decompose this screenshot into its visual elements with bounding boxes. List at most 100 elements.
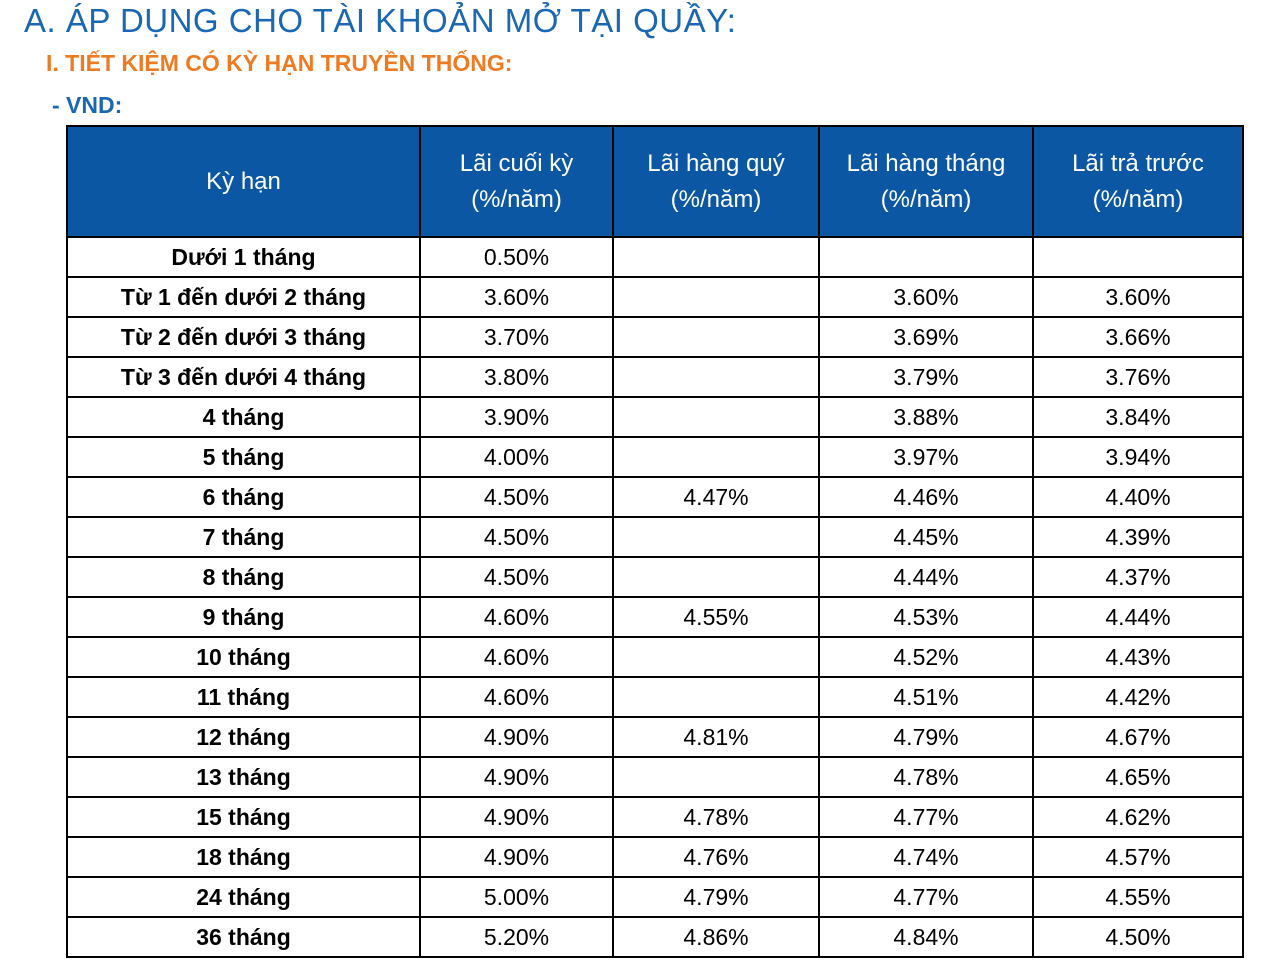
end-of-term-rate-cell: 5.00% (419, 876, 614, 918)
prepaid-rate-cell: 3.94% (1032, 436, 1244, 478)
prepaid-rate-cell: 4.40% (1032, 476, 1244, 518)
term-cell: Từ 3 đến dưới 4 tháng (66, 356, 421, 398)
table-row: 6 tháng 4.50% 4.47% 4.46% 4.40% (66, 476, 1244, 518)
header-monthly: Lãi hàng tháng (%/năm) (818, 125, 1034, 238)
prepaid-rate-cell: 4.65% (1032, 756, 1244, 798)
header-label: Lãi cuối kỳ (459, 149, 574, 177)
table-header-row: Kỳ hạn Lãi cuối kỳ (%/năm) Lãi hàng quý … (66, 125, 1244, 238)
table-row: Dưới 1 tháng 0.50% (66, 236, 1244, 278)
end-of-term-rate-cell: 4.50% (419, 556, 614, 598)
header-term-label: Kỳ hạn (206, 167, 281, 195)
table-row: 10 tháng 4.60% 4.52% 4.43% (66, 636, 1244, 678)
header-label: Lãi trả trước (1072, 149, 1204, 177)
quarterly-rate-cell (612, 436, 820, 478)
quarterly-rate-cell: 4.55% (612, 596, 820, 638)
end-of-term-rate-cell: 3.90% (419, 396, 614, 438)
table-row: 7 tháng 4.50% 4.45% 4.39% (66, 516, 1244, 558)
end-of-term-rate-cell: 4.90% (419, 836, 614, 878)
header-unit: (%/năm) (670, 185, 762, 213)
term-cell: 11 tháng (66, 676, 421, 718)
monthly-rate-cell: 3.97% (818, 436, 1034, 478)
monthly-rate-cell: 4.52% (818, 636, 1034, 678)
prepaid-rate-cell: 4.42% (1032, 676, 1244, 718)
section-heading: A. ÁP DỤNG CHO TÀI KHOẢN MỞ TẠI QUẦY: (24, 2, 737, 39)
quarterly-rate-cell (612, 676, 820, 718)
table-row: 11 tháng 4.60% 4.51% 4.42% (66, 676, 1244, 718)
quarterly-rate-cell: 4.76% (612, 836, 820, 878)
prepaid-rate-cell: 4.37% (1032, 556, 1244, 598)
monthly-rate-cell: 4.53% (818, 596, 1034, 638)
monthly-rate-cell (818, 236, 1034, 278)
table-row: 8 tháng 4.50% 4.44% 4.37% (66, 556, 1244, 598)
prepaid-rate-cell: 3.84% (1032, 396, 1244, 438)
prepaid-rate-cell: 4.57% (1032, 836, 1244, 878)
header-label: Lãi hàng quý (647, 149, 785, 177)
currency-label: - VND: (52, 92, 123, 118)
quarterly-rate-cell: 4.78% (612, 796, 820, 838)
end-of-term-rate-cell: 4.00% (419, 436, 614, 478)
quarterly-rate-cell: 4.47% (612, 476, 820, 518)
subsection-heading: I. TIẾT KIỆM CÓ KỲ HẠN TRUYỀN THỐNG: (46, 50, 513, 76)
monthly-rate-cell: 4.84% (818, 916, 1034, 958)
interest-rate-table: Kỳ hạn Lãi cuối kỳ (%/năm) Lãi hàng quý … (66, 125, 1244, 958)
term-cell: 10 tháng (66, 636, 421, 678)
end-of-term-rate-cell: 0.50% (419, 236, 614, 278)
monthly-rate-cell: 4.78% (818, 756, 1034, 798)
header-unit: (%/năm) (1092, 185, 1184, 213)
quarterly-rate-cell (612, 276, 820, 318)
monthly-rate-cell: 3.79% (818, 356, 1034, 398)
monthly-rate-cell: 4.46% (818, 476, 1034, 518)
term-cell: 18 tháng (66, 836, 421, 878)
table-row: Từ 3 đến dưới 4 tháng 3.80% 3.79% 3.76% (66, 356, 1244, 398)
monthly-rate-cell: 3.69% (818, 316, 1034, 358)
prepaid-rate-cell: 3.66% (1032, 316, 1244, 358)
table-row: 18 tháng 4.90% 4.76% 4.74% 4.57% (66, 836, 1244, 878)
monthly-rate-cell: 4.74% (818, 836, 1034, 878)
term-cell: 9 tháng (66, 596, 421, 638)
quarterly-rate-cell (612, 356, 820, 398)
monthly-rate-cell: 3.88% (818, 396, 1034, 438)
header-quarterly: Lãi hàng quý (%/năm) (612, 125, 820, 238)
prepaid-rate-cell (1032, 236, 1244, 278)
quarterly-rate-cell (612, 396, 820, 438)
prepaid-rate-cell: 4.55% (1032, 876, 1244, 918)
header-unit: (%/năm) (471, 185, 562, 213)
end-of-term-rate-cell: 4.90% (419, 756, 614, 798)
term-cell: Từ 2 đến dưới 3 tháng (66, 316, 421, 358)
term-cell: 12 tháng (66, 716, 421, 758)
table-body: Dưới 1 tháng 0.50% Từ 1 đến dưới 2 tháng 3.… (66, 236, 1244, 958)
quarterly-rate-cell (612, 636, 820, 678)
end-of-term-rate-cell: 3.80% (419, 356, 614, 398)
header-prepaid: Lãi trả trước (%/năm) (1032, 125, 1244, 238)
prepaid-rate-cell: 4.67% (1032, 716, 1244, 758)
quarterly-rate-cell: 4.86% (612, 916, 820, 958)
prepaid-rate-cell: 4.43% (1032, 636, 1244, 678)
table-row: 13 tháng 4.90% 4.78% 4.65% (66, 756, 1244, 798)
term-cell: Từ 1 đến dưới 2 tháng (66, 276, 421, 318)
term-cell: 5 tháng (66, 436, 421, 478)
table-row: 4 tháng 3.90% 3.88% 3.84% (66, 396, 1244, 438)
table-row: Từ 1 đến dưới 2 tháng 3.60% 3.60% 3.60% (66, 276, 1244, 318)
header-unit: (%/năm) (880, 185, 972, 213)
monthly-rate-cell: 3.60% (818, 276, 1034, 318)
monthly-rate-cell: 4.44% (818, 556, 1034, 598)
quarterly-rate-cell (612, 236, 820, 278)
end-of-term-rate-cell: 4.50% (419, 476, 614, 518)
prepaid-rate-cell: 3.60% (1032, 276, 1244, 318)
end-of-term-rate-cell: 4.60% (419, 676, 614, 718)
term-cell: 24 tháng (66, 876, 421, 918)
term-cell: Dưới 1 tháng (66, 236, 421, 278)
table-row: 24 tháng 5.00% 4.79% 4.77% 4.55% (66, 876, 1244, 918)
term-cell: 36 tháng (66, 916, 421, 958)
term-cell: 6 tháng (66, 476, 421, 518)
prepaid-rate-cell: 4.50% (1032, 916, 1244, 958)
quarterly-rate-cell: 4.79% (612, 876, 820, 918)
term-cell: 4 tháng (66, 396, 421, 438)
prepaid-rate-cell: 4.62% (1032, 796, 1244, 838)
end-of-term-rate-cell: 4.60% (419, 636, 614, 678)
prepaid-rate-cell: 4.44% (1032, 596, 1244, 638)
header-label: Lãi hàng tháng (846, 149, 1006, 177)
prepaid-rate-cell: 3.76% (1032, 356, 1244, 398)
monthly-rate-cell: 4.77% (818, 876, 1034, 918)
term-cell: 15 tháng (66, 796, 421, 838)
